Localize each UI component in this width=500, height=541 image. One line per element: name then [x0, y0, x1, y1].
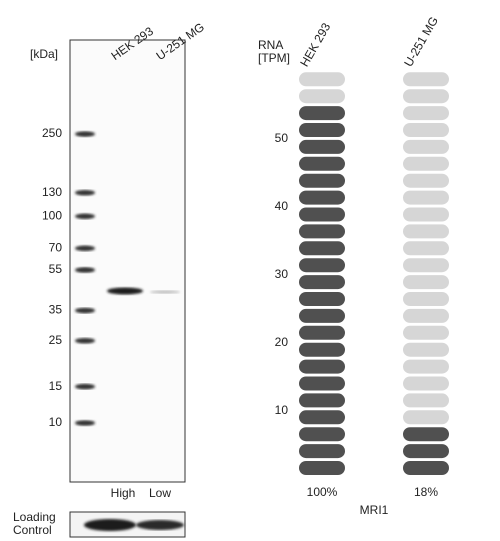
marker-band	[75, 131, 95, 137]
rna-pill	[403, 393, 449, 408]
percent-label: 18%	[414, 485, 438, 499]
loading-band	[136, 520, 184, 530]
rna-pill	[299, 139, 345, 154]
rna-pill	[299, 427, 345, 442]
rna-pill	[403, 156, 449, 171]
rna-axis-label: RNA [TPM]	[258, 38, 290, 65]
rna-pill	[299, 461, 345, 475]
marker-band	[75, 337, 95, 344]
rna-pill	[403, 292, 449, 306]
rna-pill	[403, 427, 449, 442]
marker-band	[75, 383, 95, 390]
rna-pill	[299, 241, 345, 256]
rna-pill	[299, 325, 345, 340]
rna-pill	[299, 376, 345, 391]
rna-pill	[403, 325, 449, 340]
blot-band	[107, 287, 143, 295]
rna-tick-label: 30	[275, 267, 289, 281]
rna-pill	[299, 207, 345, 222]
marker-label: 15	[49, 379, 63, 393]
rna-pill	[299, 410, 345, 425]
rna-pill	[403, 207, 449, 222]
marker-band	[75, 245, 95, 252]
rna-pill	[403, 275, 449, 290]
rna-pill	[299, 359, 345, 374]
percent-label: 100%	[307, 485, 338, 499]
marker-label: 10	[49, 415, 63, 429]
rna-pill	[299, 258, 345, 273]
rna-pill	[299, 190, 345, 205]
rna-pill	[403, 359, 449, 374]
rna-pill	[299, 156, 345, 171]
kda-label: [kDa]	[30, 47, 58, 61]
rna-pill	[299, 342, 345, 357]
rna-pill	[403, 173, 449, 188]
rna-pill	[299, 123, 345, 137]
marker-band	[75, 307, 95, 314]
rna-pill	[403, 89, 449, 104]
rna-pill	[403, 258, 449, 273]
marker-label: 25	[49, 333, 63, 347]
rna-pill	[403, 106, 449, 121]
rna-tick-label: 50	[275, 131, 289, 145]
rna-pill	[299, 275, 345, 290]
loading-label: Loading Control	[13, 510, 56, 537]
rna-pill	[403, 241, 449, 256]
marker-band	[75, 213, 95, 220]
rna-pill	[403, 139, 449, 154]
marker-label: 100	[42, 208, 62, 222]
marker-band	[75, 189, 95, 196]
rna-pill	[403, 308, 449, 323]
marker-label: 70	[49, 240, 63, 254]
rna-tick-label: 10	[275, 403, 289, 417]
rna-pill	[299, 308, 345, 323]
rna-pill	[403, 376, 449, 391]
rna-pill	[403, 224, 449, 239]
rna-tick-label: 40	[275, 199, 289, 213]
rna-tick-label: 20	[275, 335, 289, 349]
marker-label: 250	[42, 126, 62, 140]
lane-level: High	[111, 486, 136, 500]
blot-membrane	[69, 39, 186, 483]
marker-label: 55	[49, 262, 63, 276]
rna-pill	[403, 72, 449, 87]
rna-pill	[403, 190, 449, 205]
marker-label: 130	[42, 185, 62, 199]
rna-pill	[299, 89, 345, 104]
marker-band	[75, 267, 95, 273]
blot-band	[150, 290, 180, 294]
rna-pill	[299, 444, 345, 459]
rna-pill	[403, 123, 449, 137]
rna-pill	[299, 72, 345, 87]
rna-pill	[299, 106, 345, 121]
rna-pill	[403, 444, 449, 459]
marker-band	[75, 420, 95, 426]
column-label: HEK 293	[297, 20, 333, 69]
lane-level: Low	[149, 486, 171, 500]
loading-band	[84, 519, 136, 531]
rna-pill	[299, 393, 345, 408]
rna-pill	[403, 410, 449, 425]
rna-pill	[403, 342, 449, 357]
marker-label: 35	[49, 303, 63, 317]
rna-pill	[299, 292, 345, 306]
rna-pill	[299, 224, 345, 239]
rna-pill	[403, 461, 449, 475]
column-label: U-251 MG	[401, 14, 441, 69]
rna-pill	[299, 173, 345, 188]
gene-label: MRI1	[360, 503, 389, 517]
